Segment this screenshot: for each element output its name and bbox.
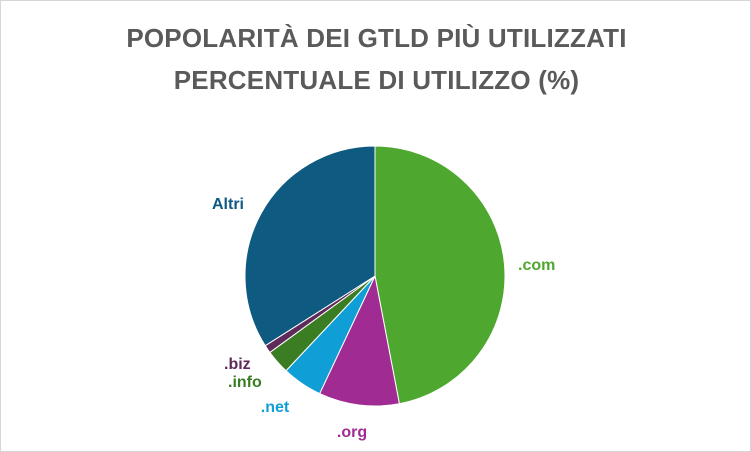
pie-slice-org (318, 274, 400, 407)
slice-label-com: .com (518, 257, 555, 274)
slice-label-org: .org (337, 424, 367, 441)
slice-label-net: .net (261, 399, 290, 416)
slice-label-altri: Altri (212, 196, 244, 213)
pie-slice-com (374, 145, 506, 405)
pie-slice-altri (244, 145, 376, 347)
slice-label-info: .info (228, 374, 262, 391)
chart-title: POPOLARITÀ DEI GTLD PIÙ UTILIZZATI (126, 23, 627, 53)
chart-subtitle: PERCENTUALE DI UTILIZZO (%) (173, 65, 580, 95)
slice-label-biz: .biz (224, 356, 251, 373)
